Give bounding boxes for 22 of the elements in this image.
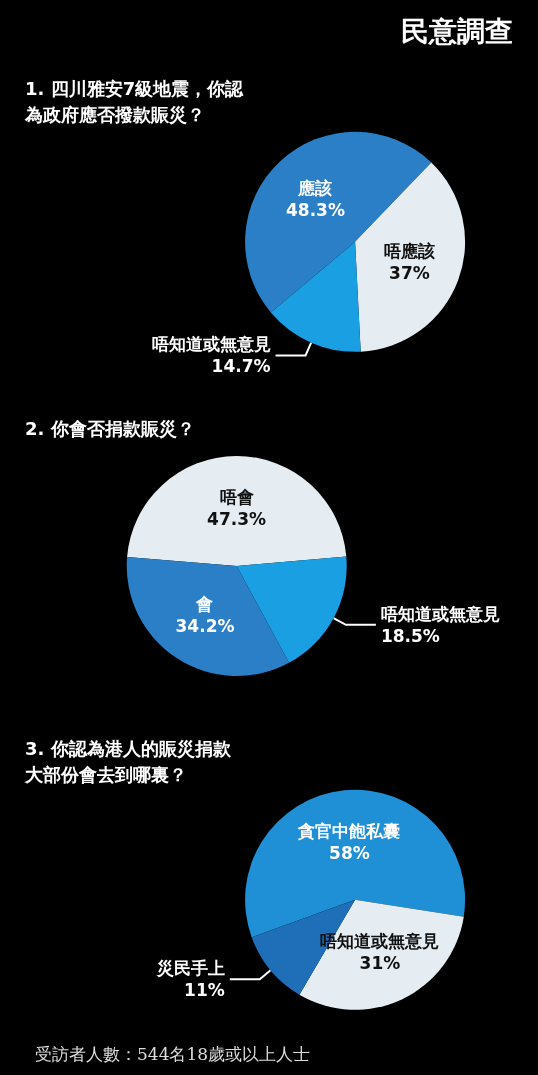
data-label: 18.5%: [380, 625, 440, 646]
text: 受訪者人數：544名18歲或以上人士: [35, 1043, 311, 1064]
slice-label: 唔會: [219, 487, 254, 507]
chart-subtitle: 1. 四川雅安7級地震，你認為政府應否撥款賑災？: [24, 77, 245, 125]
slice-label: 會: [195, 593, 214, 614]
data-label: 37%: [389, 263, 430, 284]
slice-label: 貪官中飽私囊: [297, 821, 401, 842]
data-label: 31%: [359, 953, 401, 974]
slice-label: 災民手上: [155, 958, 225, 979]
data-label: 47.3%: [207, 509, 267, 529]
data-label: 58%: [329, 843, 370, 864]
chart-title: 2. 你會否捐款賑災？: [25, 417, 195, 439]
data-label: 14.7%: [211, 356, 271, 377]
chart-title: 民意調查: [401, 14, 513, 48]
slice-label: 唔知道或無意見: [151, 334, 271, 355]
slice-label: 應該: [297, 178, 333, 199]
slice-label: 唔知道或無意見: [380, 603, 500, 624]
data-label: 34.2%: [175, 615, 235, 636]
slice-label: 唔應該: [383, 241, 435, 262]
data-label: 11%: [184, 980, 225, 1001]
data-label: 48.3%: [285, 200, 345, 221]
chart-title: 3. 你認為港人的賑災捐款大部份會去到哪裏？: [24, 737, 232, 785]
